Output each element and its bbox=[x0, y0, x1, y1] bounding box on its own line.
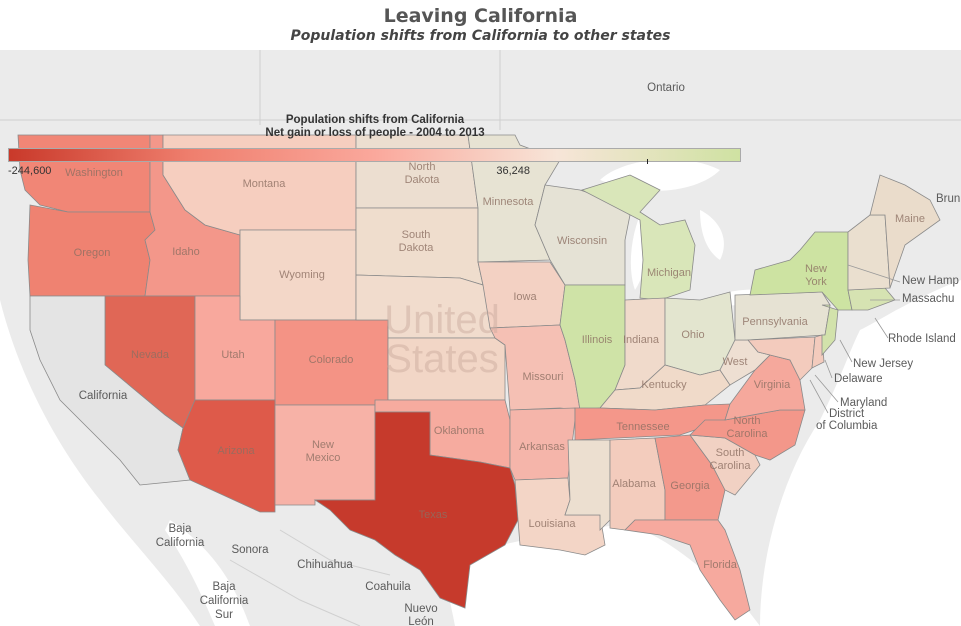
place-nuevo-leon-1: Nuevo bbox=[404, 603, 437, 615]
country-label-1: United bbox=[384, 298, 500, 342]
place-ontario: Ontario bbox=[647, 82, 685, 94]
label-florida: Florida bbox=[703, 559, 738, 571]
states-layer bbox=[17, 134, 941, 621]
label-louisiana: Louisiana bbox=[528, 518, 576, 530]
label-missouri: Missouri bbox=[523, 371, 564, 383]
atlantic-ocean bbox=[760, 280, 961, 626]
background-borders bbox=[0, 50, 961, 130]
label-south-dakota-1: South bbox=[402, 229, 431, 241]
label-north-carolina-1: North bbox=[734, 415, 761, 427]
place-maryland: Maryland bbox=[840, 397, 887, 409]
label-south-dakota-2: Dakota bbox=[399, 242, 435, 254]
label-iowa: Iowa bbox=[513, 291, 537, 303]
place-baja-2: California bbox=[156, 537, 205, 549]
legend-color-ramp bbox=[8, 148, 741, 162]
label-new-york-2: York bbox=[805, 276, 827, 288]
label-minnesota: Minnesota bbox=[483, 196, 535, 208]
state-kansas[interactable] bbox=[387, 337, 506, 401]
label-ohio: Ohio bbox=[681, 329, 704, 341]
place-dc-2: of Columbia bbox=[816, 420, 878, 432]
label-south-carolina-2: Carolina bbox=[710, 460, 752, 472]
label-west-virginia: West bbox=[723, 356, 748, 368]
page-subtitle: Population shifts from California to oth… bbox=[290, 28, 671, 44]
label-maine: Maine bbox=[895, 213, 925, 225]
label-south-carolina-1: South bbox=[716, 447, 745, 459]
state-louisiana[interactable] bbox=[514, 477, 606, 556]
header: Leaving California Population shifts fro… bbox=[0, 0, 961, 50]
place-labels: Ontario California Baja California Sonor… bbox=[79, 82, 961, 626]
legend-title-line-1: Population shifts from California bbox=[285, 114, 465, 126]
state-new-jersey[interactable] bbox=[821, 304, 839, 357]
label-new-mexico-2: Mexico bbox=[306, 452, 341, 464]
lake-huron bbox=[700, 210, 724, 260]
label-oregon: Oregon bbox=[74, 247, 111, 259]
label-north-dakota-1: North bbox=[409, 161, 436, 173]
label-virginia: Virginia bbox=[754, 379, 791, 391]
place-dc-1: District bbox=[829, 408, 865, 420]
place-bcs-2: California bbox=[200, 595, 249, 607]
state-california bbox=[29, 295, 191, 486]
legend-title-line-2: Net gain or loss of people - 2004 to 201… bbox=[265, 127, 485, 139]
place-coahuila: Coahuila bbox=[365, 581, 411, 593]
label-montana: Montana bbox=[243, 178, 287, 190]
label-michigan: Michigan bbox=[647, 267, 691, 279]
legend-title: Population shifts from California Net ga… bbox=[0, 114, 750, 140]
label-nevada: Nevada bbox=[131, 349, 170, 361]
mexico-borders bbox=[229, 529, 391, 626]
state-labels: Washington Oregon Idaho Montana Wyoming … bbox=[65, 161, 925, 571]
label-colorado: Colorado bbox=[309, 354, 354, 366]
gulf-of-california bbox=[165, 520, 250, 626]
place-massachusetts: Massachu bbox=[902, 293, 954, 305]
label-texas: Texas bbox=[419, 509, 448, 521]
legend-min-label: -244,600 bbox=[8, 165, 52, 177]
label-arizona: Arizona bbox=[217, 445, 255, 457]
label-alabama: Alabama bbox=[612, 478, 656, 490]
place-baja-1: Baja bbox=[168, 523, 192, 535]
label-utah: Utah bbox=[221, 349, 244, 361]
place-bcs-1: Baja bbox=[212, 581, 236, 593]
place-nuevo-leon-2: León bbox=[408, 616, 434, 626]
label-georgia: Georgia bbox=[670, 480, 710, 492]
label-washington: Washington bbox=[65, 167, 123, 179]
place-new-jersey: New Jersey bbox=[853, 358, 913, 370]
color-legend: Population shifts from California Net ga… bbox=[0, 110, 750, 182]
place-delaware: Delaware bbox=[834, 373, 883, 385]
label-indiana: Indiana bbox=[623, 334, 660, 346]
place-sonora: Sonora bbox=[231, 544, 269, 556]
state-maine[interactable] bbox=[869, 174, 941, 289]
legend-max-label: 36,248 bbox=[496, 165, 530, 177]
page-title: Leaving California bbox=[383, 5, 578, 27]
label-wyoming: Wyoming bbox=[279, 269, 325, 281]
place-chihuahua: Chihuahua bbox=[297, 559, 353, 571]
place-california: California bbox=[79, 390, 128, 402]
map-canvas[interactable]: Washington Oregon Idaho Montana Wyoming … bbox=[0, 50, 961, 626]
label-tennessee: Tennessee bbox=[616, 421, 669, 433]
place-bcs-3: Sur bbox=[215, 609, 233, 621]
label-arkansas: Arkansas bbox=[519, 441, 565, 453]
label-new-york-1: New bbox=[805, 263, 827, 275]
place-brunswick: Brun bbox=[936, 193, 960, 205]
label-illinois: Illinois bbox=[582, 334, 613, 346]
label-north-carolina-2: Carolina bbox=[727, 428, 769, 440]
place-rhode-island: Rhode Island bbox=[888, 333, 956, 345]
map-area[interactable]: Washington Oregon Idaho Montana Wyoming … bbox=[0, 50, 961, 626]
state-michigan[interactable] bbox=[580, 174, 696, 301]
label-pennsylvania: Pennsylvania bbox=[742, 316, 808, 328]
place-new-hampshire: New Hamp bbox=[902, 275, 959, 287]
label-oklahoma: Oklahoma bbox=[434, 425, 485, 437]
label-north-dakota-2: Dakota bbox=[405, 174, 441, 186]
label-new-mexico-1: New bbox=[312, 439, 334, 451]
pacific-ocean bbox=[0, 300, 200, 626]
legend-zero-tick bbox=[647, 159, 648, 164]
country-label-2: States bbox=[385, 337, 498, 381]
state-texas[interactable] bbox=[313, 411, 519, 609]
state-florida[interactable] bbox=[624, 519, 751, 621]
gulf-of-mexico bbox=[440, 525, 760, 626]
label-wisconsin: Wisconsin bbox=[557, 235, 607, 247]
state-delaware[interactable] bbox=[811, 334, 825, 369]
leader-lines bbox=[809, 264, 901, 414]
label-idaho: Idaho bbox=[172, 246, 200, 258]
label-kentucky: Kentucky bbox=[641, 379, 687, 391]
